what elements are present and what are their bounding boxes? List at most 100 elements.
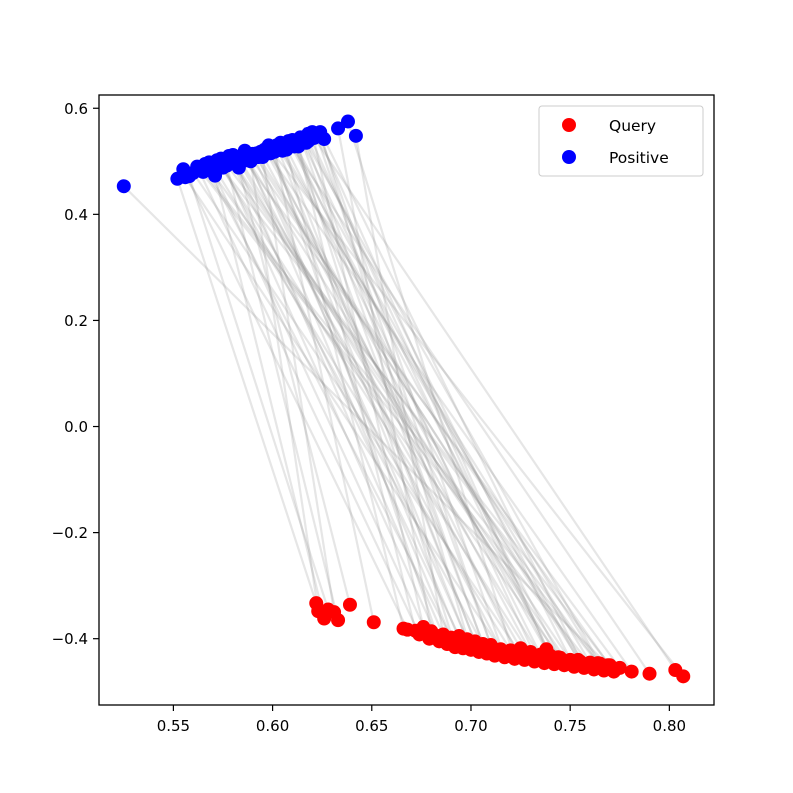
legend-positive-label: Positive [609,149,669,167]
pair-line [123,185,609,666]
positive-point [192,162,207,177]
pair-line [311,131,425,628]
legend-positive-marker [562,150,576,164]
pair-line [257,156,582,663]
pair-line [295,139,455,641]
query-point [676,669,691,684]
positive-point [307,130,322,145]
y-tick-label: −0.2 [52,524,88,542]
legend-query-label: Query [609,117,656,135]
pair-line [231,154,449,645]
pair-line [287,140,566,666]
pair-line [220,158,441,642]
pair-line [245,159,504,653]
positive-point [212,157,227,172]
pair-line [249,161,320,612]
pair-line [188,175,330,610]
y-tick-label: 0.0 [64,418,88,436]
query-point [446,633,461,648]
pair-line [269,152,520,657]
query-point [477,641,492,656]
query-points [309,596,691,684]
pair-line [319,135,506,658]
pair-line [198,168,595,671]
query-point [571,652,586,667]
pair-line [224,161,605,672]
pair-line [255,152,465,649]
pair-line [184,176,502,650]
pair-line [233,163,572,661]
pair-line [182,168,409,631]
positive-point [223,154,238,169]
legend: Query Positive [538,105,704,177]
pair-line [289,144,651,675]
pair-line [253,154,587,667]
pair-line [176,178,318,604]
legend-query-marker [562,118,576,132]
pair-line [305,142,601,665]
pair-line [297,146,417,631]
pair-line [216,159,536,663]
pair-line [265,151,633,673]
pair-line [307,140,576,668]
pair-line [235,157,522,649]
pair-line [293,145,538,659]
pair-line [299,137,484,645]
pair-line [227,155,461,637]
y-tick-label: 0.6 [64,100,88,118]
x-tick-label: 0.75 [553,717,586,735]
pair-line [323,138,586,669]
pair-line [218,163,611,666]
pair-line [192,172,526,661]
query-point [551,650,566,665]
y-tick-label: −0.4 [52,630,88,648]
query-point [400,622,415,637]
pair-line [291,139,580,661]
x-axis-ticks: 0.55 0.60 0.65 0.70 0.75 0.80 [157,705,686,735]
query-point [430,629,445,644]
query-point [539,642,554,657]
pair-line [307,133,552,657]
pair-line [313,137,677,671]
query-point [511,648,526,663]
positive-point [178,170,193,185]
query-point [624,664,639,679]
pair-line [204,163,453,639]
pair-line [222,167,486,649]
query-point [529,651,544,666]
pair-line [261,156,336,613]
x-tick-label: 0.60 [256,717,289,735]
pair-line [208,161,431,640]
query-point [461,637,476,651]
pair-line [317,135,554,662]
positive-point [237,147,252,162]
pair-line [291,139,488,654]
pair-line [283,143,542,656]
query-point [311,604,326,619]
pair-line [230,160,570,665]
legend-box [538,105,704,177]
y-tick-label: 0.2 [64,312,88,330]
positive-point [285,133,300,148]
positive-point [340,114,355,129]
pair-line [210,170,562,659]
query-point [495,645,510,660]
query-point [327,605,342,620]
positive-points [116,114,363,194]
pair-line [275,144,476,642]
pair-line [225,165,340,621]
pair-line [251,153,469,640]
pair-line [267,146,685,678]
pair-line [267,144,472,651]
x-tick-label: 0.55 [157,717,190,735]
pair-line [279,142,480,653]
y-axis-ticks: −0.4 −0.2 0.0 0.2 0.4 0.6 [52,100,99,648]
y-tick-label: 0.4 [64,206,88,224]
pair-line [346,121,516,660]
x-tick-label: 0.80 [653,717,686,735]
x-tick-label: 0.70 [454,717,487,735]
x-tick-label: 0.65 [355,717,388,735]
pair-line [354,135,445,635]
positive-point [331,121,346,136]
